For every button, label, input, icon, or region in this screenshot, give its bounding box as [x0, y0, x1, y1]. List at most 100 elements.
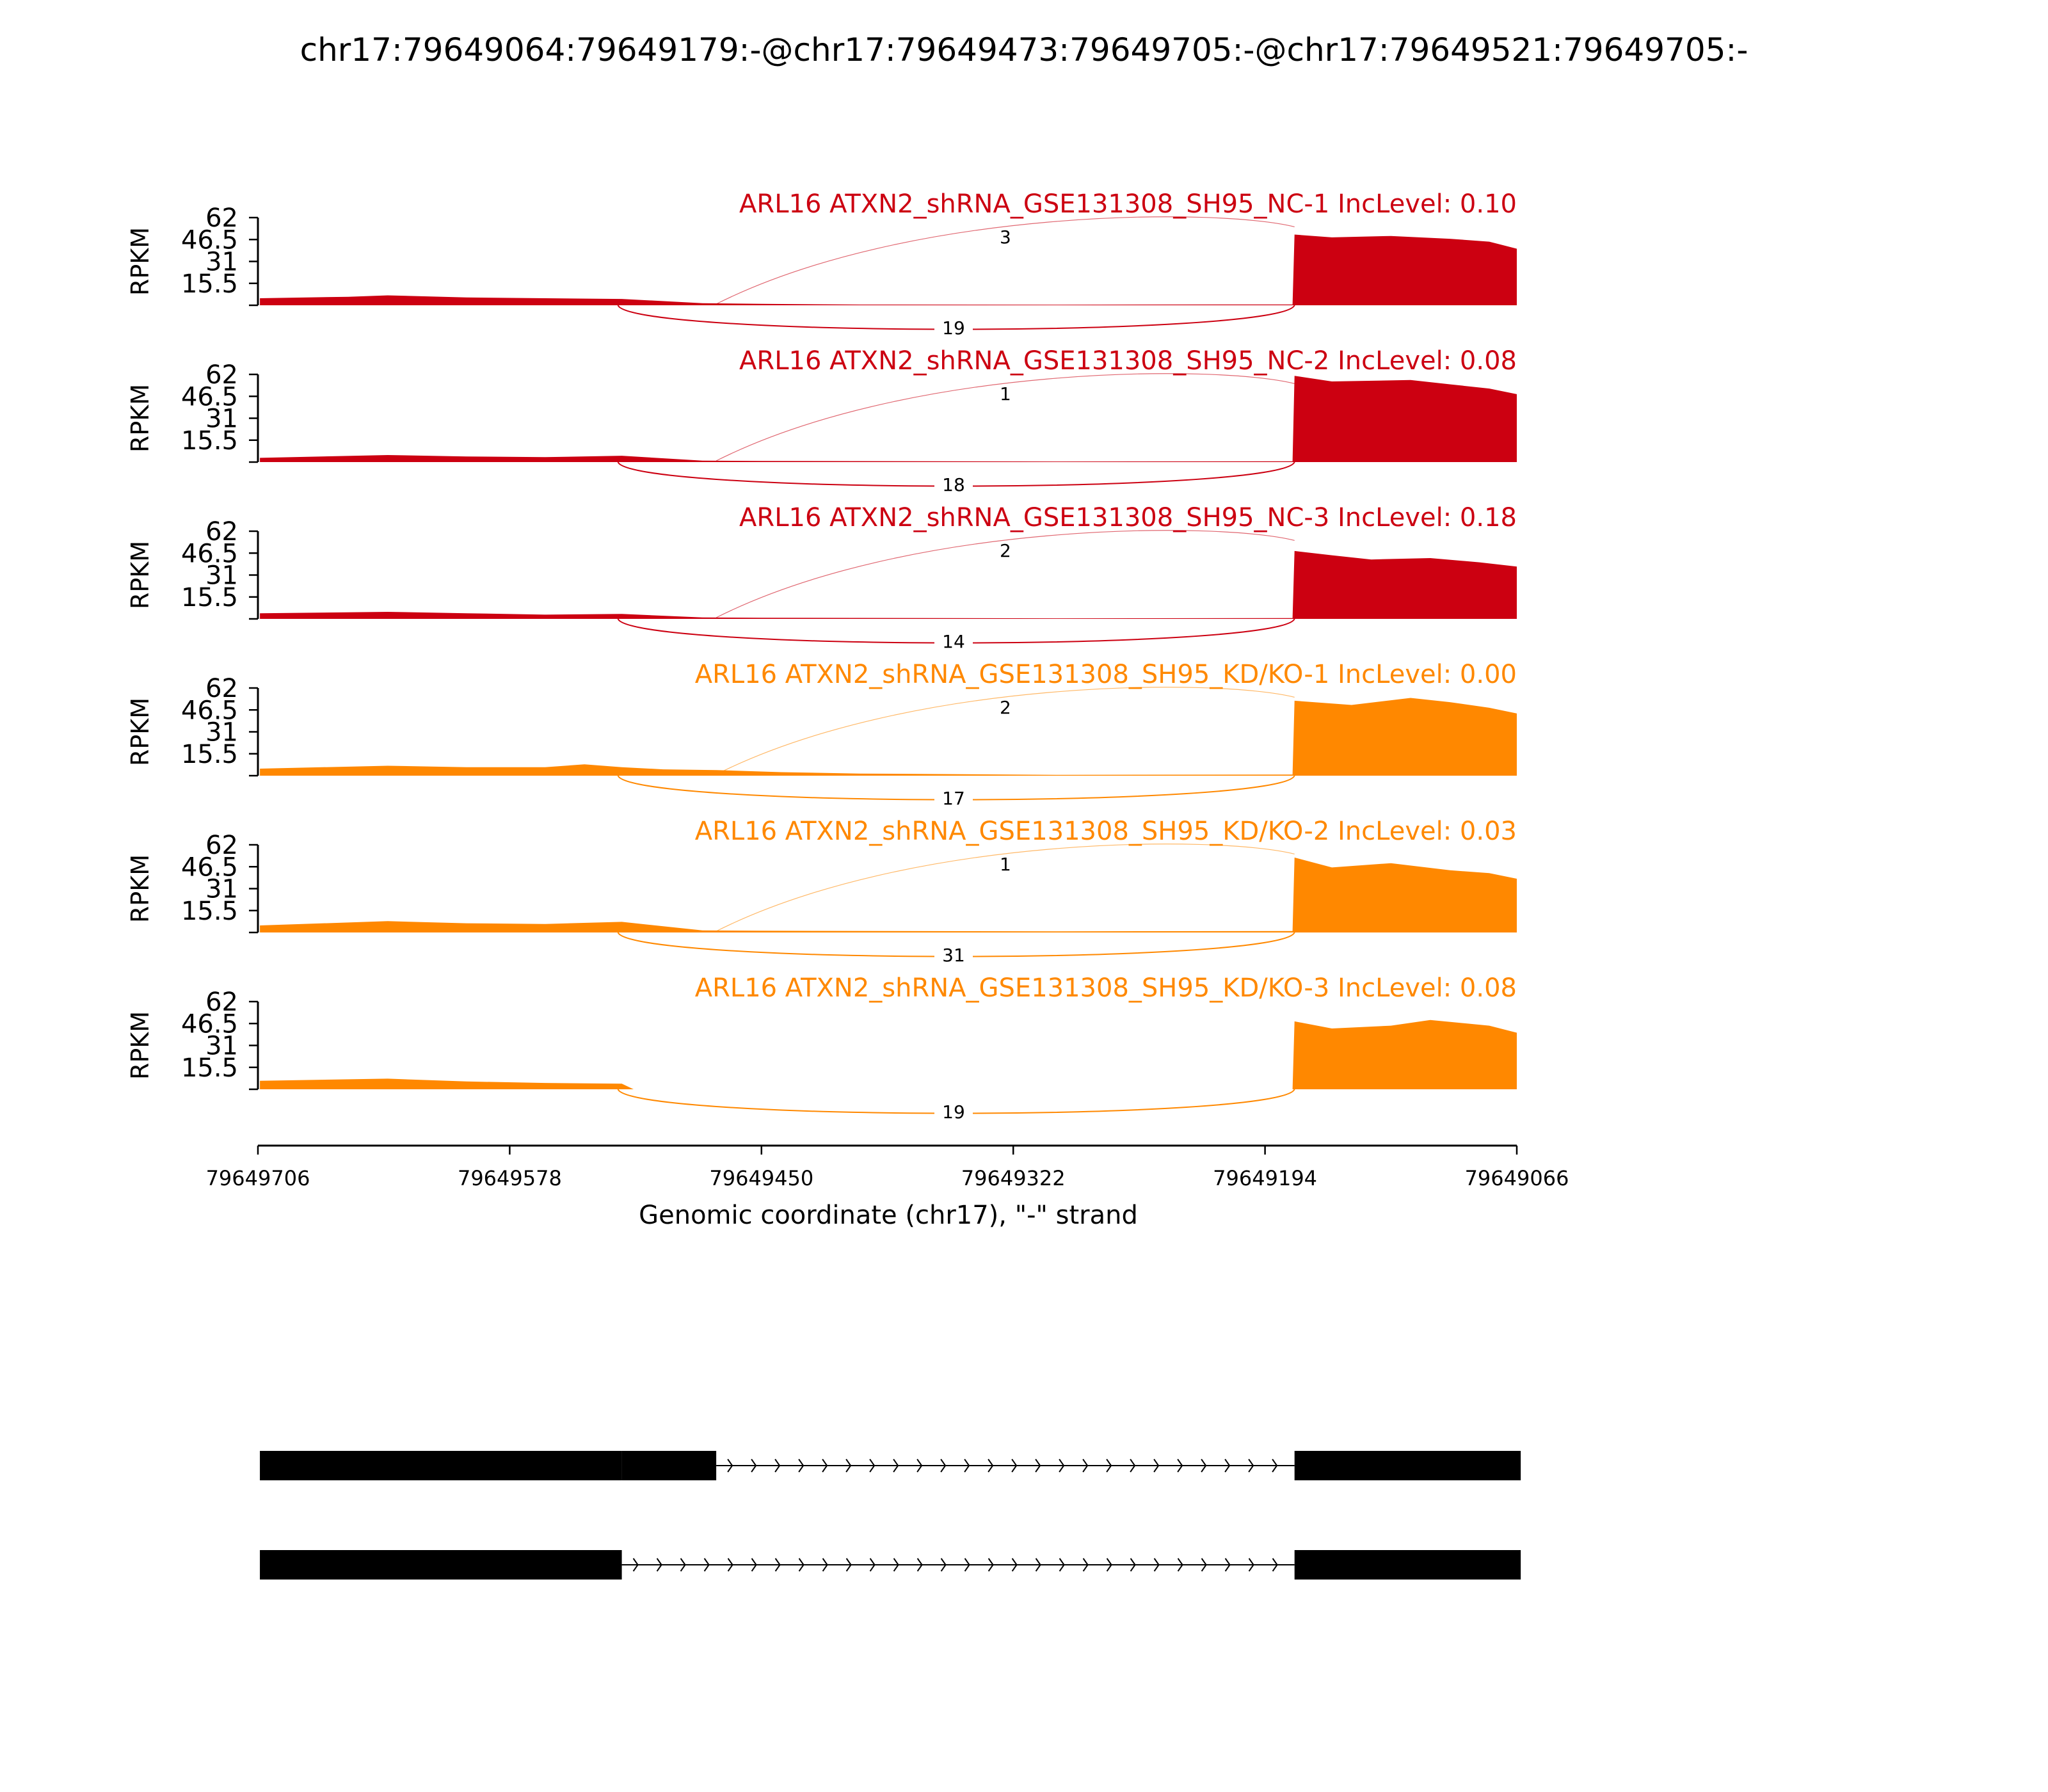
- x-axis: 79649706 79649578 79649450 79649322 79649194…: [206, 1144, 1569, 1190]
- x-tick-label: 79649194: [1213, 1166, 1317, 1190]
- y-tick-label: 15.5: [181, 426, 238, 456]
- junction-count-bg: [934, 476, 973, 496]
- strand-arrow: [1011, 1459, 1018, 1473]
- isoform-1: [260, 1451, 1521, 1480]
- strand-arrow: [751, 1558, 757, 1572]
- strand-arrow: [774, 1459, 781, 1473]
- strand-arrow: [774, 1558, 781, 1572]
- y-tick-label: 46.5: [181, 382, 238, 412]
- strand-arrow: [916, 1558, 923, 1572]
- strand-arrow: [798, 1459, 804, 1473]
- track-label: ARL16 ATXN2_shRNA_GSE131308_SH95_KD/KO-3…: [695, 973, 1517, 1003]
- y-tick-label: 46.5: [181, 1009, 238, 1039]
- coverage-area: [260, 376, 1517, 462]
- strand-arrow: [1082, 1459, 1089, 1473]
- strand-arrow: [1106, 1558, 1112, 1572]
- y-axis-label: RPKM: [126, 227, 154, 296]
- isoform-structures: [260, 1451, 1521, 1580]
- coverage-area: [260, 857, 1517, 932]
- junction-count-bg: [934, 632, 973, 653]
- junction-count-bg: [991, 229, 1020, 250]
- strand-arrow: [1082, 1558, 1089, 1572]
- exon-block: [1294, 1550, 1521, 1580]
- y-axis-label: RPKM: [126, 854, 154, 923]
- strand-arrow: [1224, 1459, 1231, 1473]
- strand-arrow: [1248, 1558, 1254, 1572]
- strand-arrow: [703, 1558, 710, 1572]
- exon-block: [260, 1550, 622, 1580]
- y-tick-label: 31: [205, 718, 238, 748]
- inclusion-junction-arc: [716, 844, 1295, 932]
- junction-count-bg: [934, 789, 973, 810]
- y-tick-label: 15.5: [181, 897, 238, 926]
- y-tick-label: 15.5: [181, 269, 238, 299]
- strand-arrow: [1201, 1459, 1207, 1473]
- strand-arrow: [845, 1459, 852, 1473]
- strand-arrow: [916, 1459, 923, 1473]
- strand-arrow: [964, 1558, 970, 1572]
- junction-count-bg: [934, 946, 973, 966]
- strand-arrow: [1153, 1459, 1160, 1473]
- inclusion-junction-arc: [716, 687, 1295, 775]
- strand-arrow: [1011, 1558, 1018, 1572]
- strand-arrow: [1177, 1558, 1183, 1572]
- y-axis-label: RPKM: [126, 541, 154, 609]
- strand-arrow: [1035, 1558, 1041, 1572]
- exon-block: [1294, 1451, 1521, 1480]
- strand-arrow: [1059, 1558, 1065, 1572]
- y-tick-label: 62: [205, 674, 238, 703]
- junction-count-bg: [991, 543, 1020, 563]
- x-tick-label: 79649450: [709, 1166, 813, 1190]
- track-label: ARL16 ATXN2_shRNA_GSE131308_SH95_NC-2 In…: [739, 346, 1517, 376]
- inclusion-junction-count: 3: [1000, 227, 1011, 248]
- strand-arrow: [1035, 1459, 1041, 1473]
- y-axis-label: RPKM: [126, 1011, 154, 1080]
- strand-arrow: [1130, 1558, 1136, 1572]
- strand-arrow: [869, 1558, 876, 1572]
- strand-arrow: [632, 1558, 639, 1572]
- strand-arrow: [1272, 1459, 1278, 1473]
- y-tick-label: 62: [205, 988, 238, 1017]
- y-tick-label: 15.5: [181, 583, 238, 612]
- y-tick-label: 31: [205, 875, 238, 904]
- strand-arrow: [893, 1558, 899, 1572]
- exon-block: [621, 1451, 717, 1480]
- strand-arrow: [1177, 1459, 1183, 1473]
- strand-arrow: [727, 1558, 733, 1572]
- strand-arrow: [680, 1558, 686, 1572]
- y-tick-label: 31: [205, 248, 238, 277]
- inclusion-junction-count: 2: [1000, 697, 1011, 718]
- strand-arrow: [940, 1558, 947, 1572]
- skipping-junction-count: 19: [942, 1101, 965, 1123]
- junction-count-bg: [934, 1103, 973, 1123]
- skipping-junction-count: 18: [942, 474, 965, 495]
- junction-count-bg: [991, 700, 1020, 720]
- strand-arrow: [988, 1459, 994, 1473]
- coverage-area: [260, 234, 1517, 305]
- inclusion-junction-count: 2: [1000, 540, 1011, 561]
- inclusion-junction-arc: [716, 373, 1295, 461]
- strand-arrow: [822, 1558, 828, 1572]
- coverage-area: [260, 1020, 1517, 1089]
- y-tick-label: 31: [205, 1032, 238, 1061]
- inclusion-junction-arc: [716, 216, 1295, 305]
- x-tick-label: 79649322: [961, 1166, 1066, 1190]
- track-label: ARL16 ATXN2_shRNA_GSE131308_SH95_NC-1 In…: [739, 189, 1517, 219]
- strand-arrow: [1224, 1558, 1231, 1572]
- figure-title: chr17:79649064:79649179:-@chr17:79649473…: [300, 31, 1748, 68]
- y-axis-label: RPKM: [126, 698, 154, 766]
- x-tick-label: 79649706: [206, 1166, 310, 1190]
- y-tick-label: 15.5: [181, 1053, 238, 1083]
- x-axis-label: Genomic coordinate (chr17), "-" strand: [639, 1201, 1138, 1230]
- strand-arrow: [1272, 1558, 1278, 1572]
- strand-arrow: [798, 1558, 804, 1572]
- strand-arrow: [1248, 1459, 1254, 1473]
- coverage-area: [260, 698, 1517, 776]
- y-tick-label: 31: [205, 404, 238, 434]
- skipping-junction-count: 17: [942, 788, 965, 809]
- coverage-area: [260, 550, 1517, 619]
